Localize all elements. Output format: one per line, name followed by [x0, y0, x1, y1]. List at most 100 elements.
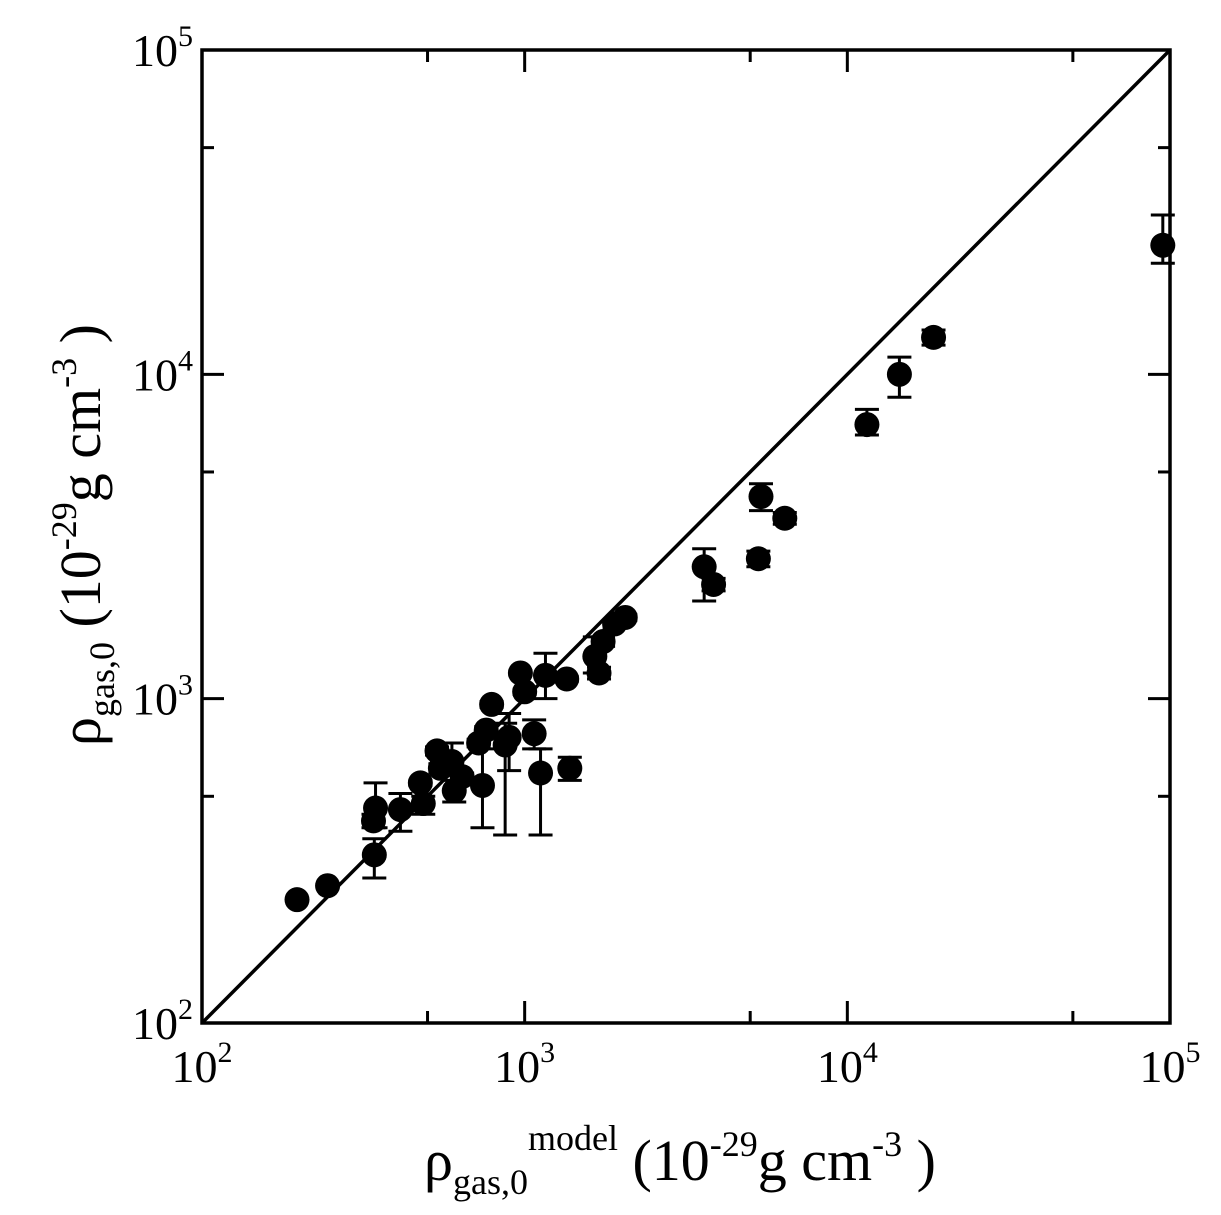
data-point: [363, 781, 389, 830]
x-tick-exponent: 5: [1186, 1036, 1201, 1069]
x-tick-label: 103: [494, 1036, 555, 1092]
data-marker: [772, 505, 798, 531]
data-point: [1150, 213, 1176, 265]
x-axis-label: ρgas,0model (10-29g cm-3 ): [424, 1118, 936, 1202]
data-marker: [387, 797, 413, 823]
data-point: [557, 755, 583, 782]
y-axis-label: ρgas,0 (10-29g cm-3 ): [44, 324, 122, 746]
data-marker: [701, 571, 727, 597]
y-tick-exponent: 2: [178, 993, 193, 1026]
data-point: [473, 717, 499, 743]
x-tick-base: 10: [1140, 1041, 1186, 1092]
y-label-exponent: -29: [44, 502, 84, 550]
data-point: [528, 747, 554, 837]
x-tick-exponent: 3: [540, 1036, 555, 1069]
data-point: [586, 660, 612, 686]
data-point: [612, 604, 638, 630]
y-label-subscript: gas,0: [82, 642, 122, 717]
y-label-close: ): [48, 324, 113, 358]
data-point: [407, 770, 433, 796]
y-tick-label: 104: [132, 344, 193, 400]
data-marker: [407, 770, 433, 796]
x-label-close: ): [902, 1128, 936, 1193]
y-label-open: (10: [48, 550, 113, 642]
data-point: [315, 873, 341, 899]
data-marker: [496, 724, 522, 750]
data-marker: [745, 546, 771, 572]
data-point: [854, 407, 880, 438]
data-marker: [479, 691, 505, 717]
x-tick-base: 10: [494, 1041, 540, 1092]
data-point: [921, 324, 947, 350]
data-point: [554, 666, 580, 692]
data-marker: [315, 873, 341, 899]
y-tick-label: 103: [132, 669, 193, 725]
data-marker: [449, 764, 475, 790]
x-tick-base: 10: [172, 1041, 218, 1092]
y-tick-base: 10: [132, 349, 178, 400]
y-tick-label: 102: [132, 993, 193, 1049]
data-point: [507, 660, 533, 686]
data-point: [590, 629, 616, 655]
y-tick-exponent: 3: [178, 669, 193, 702]
x-label-exponent: -29: [710, 1124, 758, 1164]
data-marker: [361, 842, 387, 868]
data-point: [479, 691, 505, 717]
data-marker: [612, 604, 638, 630]
data-point: [701, 571, 727, 597]
data-marker: [590, 629, 616, 655]
data-marker: [557, 755, 583, 781]
data-point: [361, 837, 387, 880]
data-marker: [554, 666, 580, 692]
data-marker: [854, 412, 880, 438]
data-point: [387, 792, 413, 833]
data-point: [449, 764, 475, 790]
one-to-one-line: [200, 48, 1172, 1025]
x-tick-exponent: 4: [863, 1036, 878, 1069]
x-label-unit: g cm: [758, 1128, 872, 1193]
x-tick-label: 104: [817, 1036, 878, 1092]
data-marker: [532, 662, 558, 688]
y-label-unit: g cm: [48, 388, 113, 502]
y-tick-base: 10: [132, 998, 178, 1049]
x-label-open: (10: [618, 1128, 710, 1193]
data-point: [886, 355, 912, 399]
x-label-subscript: gas,0: [453, 1162, 528, 1202]
y-tick-exponent: 4: [178, 344, 193, 377]
data-point: [410, 791, 436, 817]
data-point: [521, 718, 547, 751]
data-point: [532, 651, 558, 701]
y-tick-exponent: 5: [178, 20, 193, 53]
x-label-unit-exponent: -3: [872, 1124, 902, 1164]
x-label-symbol: ρ: [424, 1128, 453, 1193]
data-marker: [507, 660, 533, 686]
data-marker: [410, 791, 436, 817]
data-marker: [521, 721, 547, 747]
data-marker: [473, 717, 499, 743]
plot-area: [200, 48, 1176, 1025]
y-tick-base: 10: [132, 25, 178, 76]
plot-frame: [200, 48, 1172, 1025]
data-marker: [886, 361, 912, 387]
data-marker: [512, 679, 538, 705]
y-tick-base: 10: [132, 674, 178, 725]
x-label-superscript: model: [528, 1118, 618, 1158]
data-point: [772, 505, 798, 531]
x-tick-label: 102: [172, 1036, 233, 1092]
data-marker: [921, 324, 947, 350]
y-label-unit-exponent: -3: [44, 358, 84, 388]
axis-ticks: [200, 48, 1172, 1025]
x-tick-exponent: 2: [218, 1036, 233, 1069]
x-tick-label: 105: [1140, 1036, 1201, 1092]
data-point: [469, 747, 495, 830]
data-point: [284, 887, 310, 913]
data-point: [745, 546, 771, 572]
data-marker: [284, 887, 310, 913]
x-tick-base: 10: [817, 1041, 863, 1092]
data-marker: [363, 795, 389, 821]
data-point: [512, 679, 538, 705]
data-marker: [748, 484, 774, 510]
data-marker: [1150, 232, 1176, 258]
